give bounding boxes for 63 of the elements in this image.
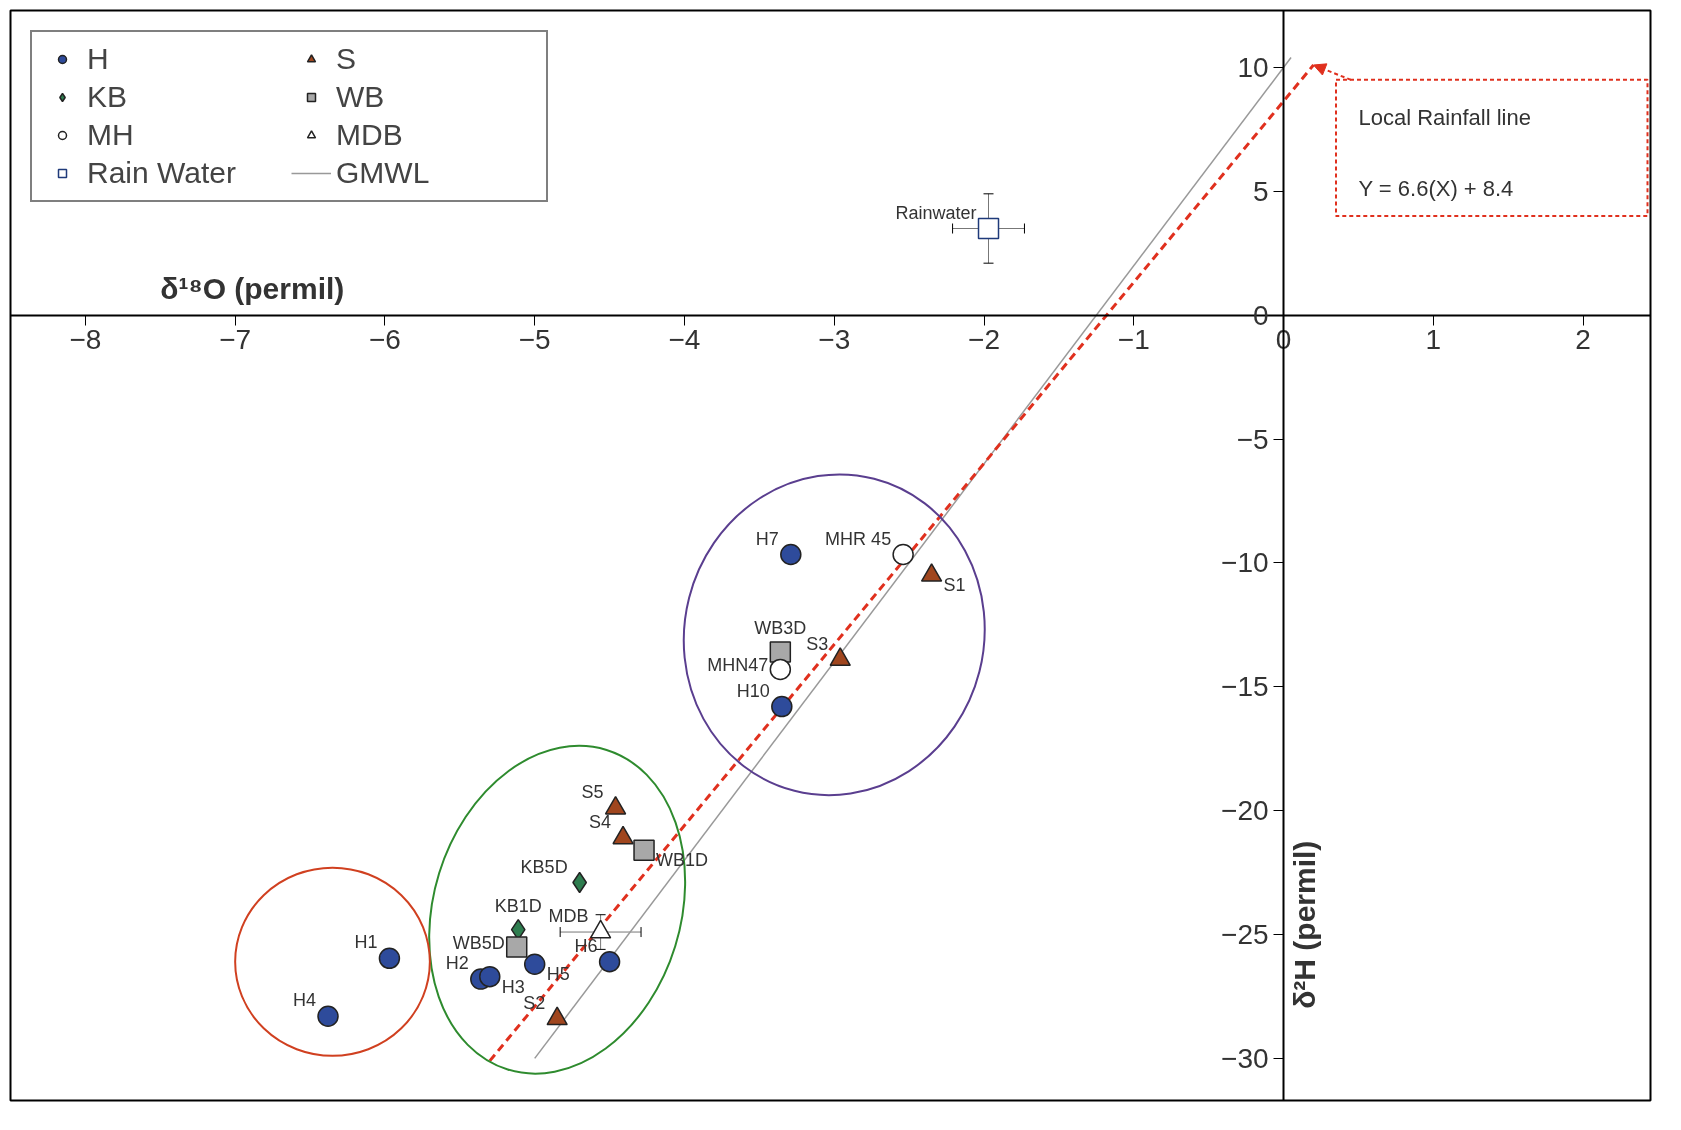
annotation: S3: [806, 633, 829, 654]
x-tick-label: 1: [1425, 324, 1442, 356]
annotation: WB5D: [452, 932, 505, 953]
x-tick-label: −2: [968, 324, 1000, 356]
y-tick-label: −25: [1221, 919, 1269, 951]
annotation: H2: [445, 953, 469, 974]
point: [769, 658, 792, 681]
annotation: KB1D: [494, 895, 542, 916]
annotation: S1: [943, 575, 966, 596]
point: [771, 695, 793, 718]
legend-label: MH: [87, 118, 135, 152]
annotation: Local Rainfall line: [1358, 104, 1531, 130]
point: [892, 543, 914, 566]
y-axis-title: δ²H (permil): [1288, 840, 1321, 1009]
annotation: KB5D: [520, 856, 568, 877]
y-tick-label: 10: [1237, 51, 1269, 83]
x-tick-label: 2: [1575, 324, 1591, 356]
legend-label: KB: [87, 80, 129, 114]
y-tick-label: −15: [1221, 671, 1269, 703]
annotation: H7: [755, 528, 779, 549]
legend-label: Rain Water: [87, 156, 237, 190]
annotation: S5: [581, 782, 604, 803]
annotation: MDB: [548, 906, 589, 927]
x-tick-label: −5: [518, 324, 551, 356]
annotation: MHR 45: [825, 528, 892, 549]
annotation: H10: [736, 680, 770, 701]
point: [780, 543, 802, 566]
y-tick-label: −5: [1236, 423, 1269, 455]
point: [633, 839, 655, 862]
legend-label: S: [336, 42, 357, 76]
annotation: H1: [354, 932, 378, 953]
point: [523, 953, 546, 975]
legend-label: GMWL: [336, 156, 431, 190]
legend-label: WB: [336, 80, 386, 114]
y-tick-label: 5: [1252, 175, 1269, 207]
x-tick-label: −1: [1117, 324, 1150, 356]
legend-label: MDB: [336, 118, 404, 152]
annotation: H3: [501, 976, 525, 997]
x-tick-label: −4: [668, 324, 701, 356]
point: [317, 1005, 339, 1027]
annotation: H5: [546, 964, 570, 985]
x-tick-label: −8: [69, 324, 102, 356]
point: [378, 947, 401, 970]
annotation: S2: [523, 992, 546, 1013]
y-tick-label: −20: [1221, 795, 1269, 827]
y-tick-label: −10: [1221, 547, 1269, 579]
annotation: S4: [589, 811, 612, 832]
annotation: Rainwater: [895, 202, 977, 223]
annotation: Y = 6.6(X) + 8.4: [1358, 176, 1514, 202]
y-tick-label: −30: [1221, 1042, 1269, 1074]
annotation: MHN47: [707, 655, 769, 676]
x-tick-label: −6: [368, 324, 401, 356]
annotation: H4: [293, 990, 317, 1011]
legend-label: H: [87, 42, 110, 76]
point: [598, 951, 621, 973]
point: [977, 217, 1000, 240]
point: [479, 965, 501, 988]
annotation: WB3D: [754, 618, 807, 639]
x-tick-label: −7: [219, 324, 252, 356]
point: [505, 936, 528, 958]
annotation: H6: [574, 935, 598, 956]
x-tick-label: −3: [818, 324, 851, 356]
x-axis-title: δ¹⁸O (permil): [160, 272, 345, 306]
